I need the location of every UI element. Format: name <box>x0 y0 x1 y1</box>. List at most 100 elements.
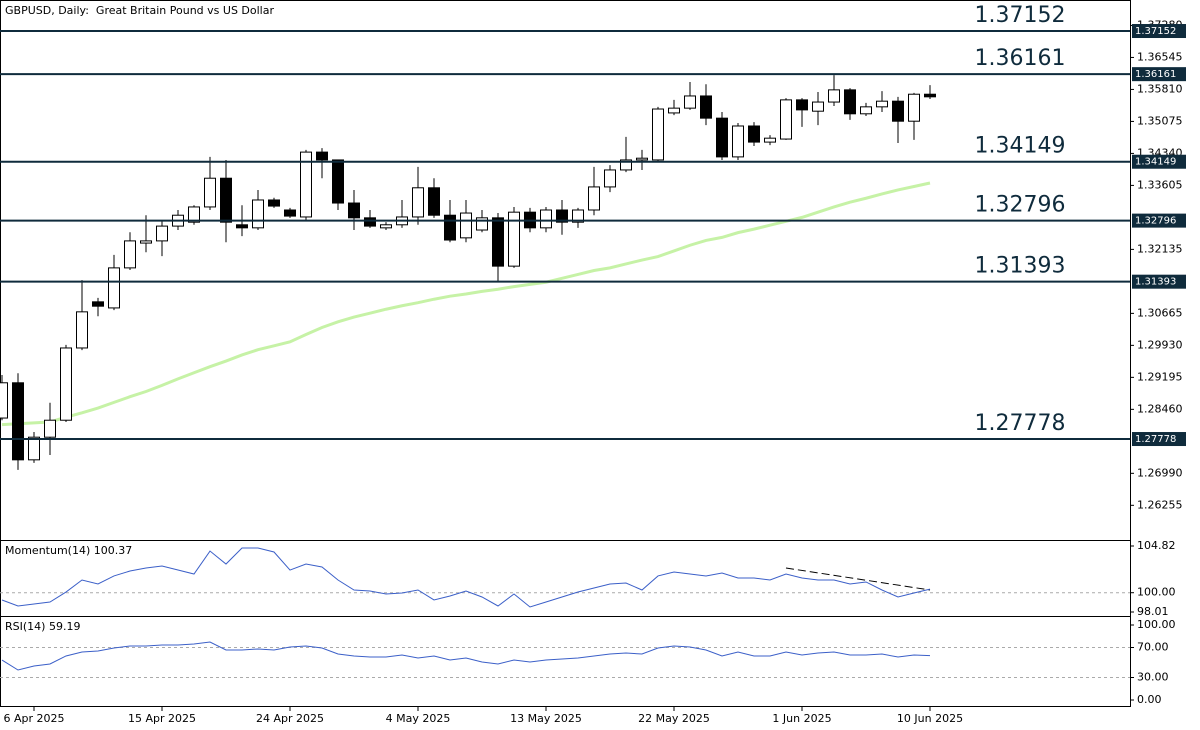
candle-body-bull <box>860 106 872 115</box>
y-tick-label: 104.82 <box>1137 539 1176 552</box>
candle-body-bear <box>332 159 344 204</box>
x-tick-label: 1 Jun 2025 <box>772 712 831 725</box>
candle-body-bear <box>924 93 936 98</box>
candle-body-bear <box>92 301 104 307</box>
level-price-label: 1.31393 <box>1135 277 1176 288</box>
y-tick-label: 100.00 <box>1137 586 1176 599</box>
candle-body-bull <box>876 100 888 108</box>
y-tick-label: 100.00 <box>1137 618 1176 631</box>
panel-title: Momentum(14) 100.37 <box>5 544 132 557</box>
candle-body-bear <box>748 125 760 143</box>
y-tick-label: 70.00 <box>1137 641 1169 654</box>
level-price-label: 1.32796 <box>1135 216 1176 227</box>
level-price-box <box>1132 67 1186 82</box>
level-label: 1.34149 <box>975 134 1066 159</box>
candle-body-bull <box>380 224 392 229</box>
candle-body-bear <box>716 117 728 158</box>
plot-frame <box>0 0 1131 707</box>
level-label: 1.32796 <box>975 193 1066 218</box>
level-label: 1.27778 <box>975 411 1066 436</box>
y-tick-label: 1.36545 <box>1137 50 1183 63</box>
y-tick-label: 1.33605 <box>1137 178 1183 191</box>
y-tick-label: 98.01 <box>1137 605 1169 618</box>
level-label: 1.31393 <box>975 254 1066 279</box>
level-price-label: 1.34149 <box>1135 157 1176 168</box>
candle-body-bull <box>620 159 632 171</box>
y-tick-label: 1.35810 <box>1137 82 1183 95</box>
candle-body-bear <box>12 382 24 461</box>
level-price-label: 1.36161 <box>1135 69 1176 80</box>
level-price-box <box>1132 24 1186 39</box>
y-tick-label: 1.35075 <box>1137 114 1183 127</box>
candle-body-bull <box>636 157 648 161</box>
candle-body-bull <box>668 107 680 114</box>
candle-body-bull <box>300 151 312 218</box>
level-price-label: 1.37152 <box>1135 26 1176 37</box>
candle-body-bull <box>460 212 472 239</box>
level-label: 1.37152 <box>975 3 1066 28</box>
y-tick-label: 0.00 <box>1137 693 1162 706</box>
y-tick-label: 1.29195 <box>1137 370 1183 383</box>
indicator-line <box>1 547 931 608</box>
level-label: 1.36161 <box>975 46 1066 71</box>
candle-body-bull <box>604 169 616 188</box>
candle-body-bull <box>540 209 552 229</box>
candle-body-bull <box>908 93 920 122</box>
trend-line <box>785 567 931 591</box>
candle-body-bear <box>556 209 568 223</box>
candle-body-bull <box>412 187 424 218</box>
x-tick-label: 15 Apr 2025 <box>128 712 196 725</box>
candle-body-bull <box>28 436 40 461</box>
candle-body-bull <box>60 347 72 421</box>
candle-body-bull <box>732 125 744 158</box>
x-tick-label: 24 Apr 2025 <box>256 712 324 725</box>
chart-layer: 6 Apr 2025 15 Apr 2025 24 Apr 2025 4 May 20… <box>0 3 1186 725</box>
candle-body-bull <box>780 99 792 140</box>
candle-body-bull <box>588 186 600 211</box>
level-price-label: 1.27778 <box>1135 434 1176 445</box>
candle-body-bull <box>108 267 120 309</box>
candle-body-bull <box>0 382 8 419</box>
candle-body-bull <box>812 101 824 112</box>
moving-average <box>1 181 931 427</box>
level-price-box <box>1132 213 1186 228</box>
x-tick-label: 6 Apr 2025 <box>3 712 64 725</box>
level-price-box <box>1132 432 1186 447</box>
candle-body-bear <box>220 177 232 223</box>
candle-body-bull <box>124 240 136 269</box>
level-price-box <box>1132 154 1186 169</box>
candle-body-bear <box>236 224 248 229</box>
indicator-line <box>1 641 931 671</box>
x-tick-label: 22 May 2025 <box>638 712 710 725</box>
candle-body-bull <box>252 199 264 229</box>
level-price-box <box>1132 274 1186 289</box>
candle-body-bear <box>348 202 360 219</box>
y-tick-label: 1.26255 <box>1137 498 1183 511</box>
candle-body-bull <box>508 211 520 267</box>
candle-body-bear <box>844 89 856 115</box>
candle-body-bull <box>828 89 840 103</box>
candle-body-bear <box>700 95 712 119</box>
candle-body-bear <box>364 217 376 227</box>
candle-body-bull <box>764 137 776 143</box>
candle-body-bull <box>476 217 488 231</box>
candle-body-bull <box>684 95 696 109</box>
x-tick-label: 13 May 2025 <box>510 712 582 725</box>
candle-body-bull <box>140 240 152 244</box>
y-tick-label: 30.00 <box>1137 671 1169 684</box>
y-tick-label: 1.32135 <box>1137 242 1183 255</box>
y-tick-label: 1.29930 <box>1137 338 1183 351</box>
candle-body-bear <box>316 151 328 161</box>
y-tick-label: 1.28460 <box>1137 402 1183 415</box>
candle-body-bear <box>268 199 280 207</box>
panel-title: GBPUSD, Daily: Great Britain Pound vs US… <box>5 4 274 17</box>
y-tick-label: 1.30665 <box>1137 306 1183 319</box>
candle-body-bull <box>572 209 584 223</box>
candle-body-bull <box>156 225 168 242</box>
candle-body-bear <box>796 99 808 111</box>
candle-body-bull <box>44 419 56 438</box>
candle-body-bull <box>204 177 216 208</box>
candle-body-bull <box>188 206 200 223</box>
